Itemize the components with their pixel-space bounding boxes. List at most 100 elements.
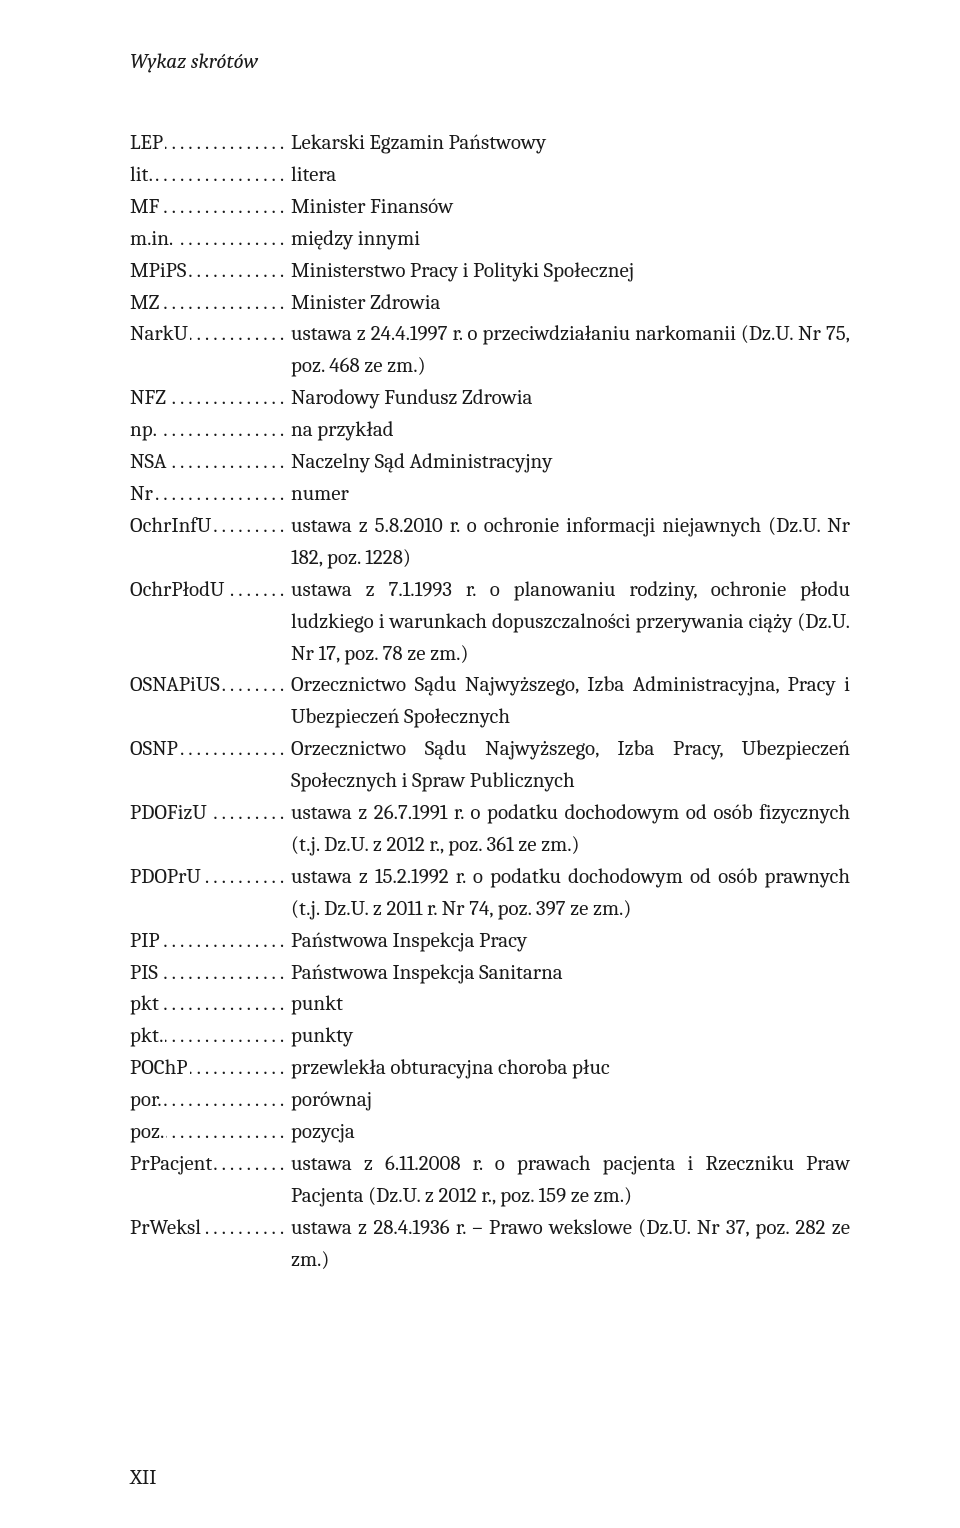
abbr-definition: ustawa z 24.4.1997 r. o przeciwdziałaniu… [285, 319, 850, 383]
abbr-entry: PrWekslustawa z 28.4.1936 r. – Prawo wek… [130, 1213, 850, 1277]
abbr-definition: Państwowa Inspekcja Sanitarna [285, 958, 850, 990]
abbr-definition: ustawa z 28.4.1936 r. – Prawo wekslowe (… [285, 1213, 850, 1277]
abbr-term: poz. [130, 1117, 285, 1149]
abbr-term-text: PIS [130, 961, 160, 985]
abbr-term-text: pkt. [130, 1024, 165, 1048]
abbr-definition: Orzecznictwo Sądu Najwyższego, Izba Prac… [285, 734, 850, 798]
abbr-entry: PDOPrU ustawa z 15.2.1992 r. o podatku do… [130, 862, 850, 926]
abbr-definition: Orzecznictwo Sądu Najwyższego, Izba Admi… [285, 670, 850, 734]
abbr-term-text: NFZ [130, 386, 168, 410]
abbr-term: MZ [130, 288, 285, 320]
abbr-term-text: MZ [130, 291, 161, 315]
abbr-term: LEP [130, 128, 285, 160]
page-header: Wykaz skrótów [130, 50, 850, 74]
abbr-definition: Minister Zdrowia [285, 288, 850, 320]
abbr-entry: OchrInfU ustawa z 5.8.2010 r. o ochronie … [130, 511, 850, 575]
abbr-term-text: NSA [130, 450, 168, 474]
abbr-definition: ustawa z 6.11.2008 r. o prawach pacjenta… [285, 1149, 850, 1213]
abbr-entry: PIPPaństwowa Inspekcja Pracy [130, 926, 850, 958]
abbr-term: PDOFizU [130, 798, 285, 830]
abbr-term: NSA [130, 447, 285, 479]
abbr-entry: OchrPłodU ustawa z 7.1.1993 r. o planowan… [130, 575, 850, 671]
abbr-entry: MF Minister Finansów [130, 192, 850, 224]
abbr-term: np. [130, 415, 285, 447]
abbr-term: PIS [130, 958, 285, 990]
abbr-entry: OSNPOrzecznictwo Sądu Najwyższego, Izba … [130, 734, 850, 798]
abbr-entry: MZ Minister Zdrowia [130, 288, 850, 320]
abbr-term-text: lit. [130, 163, 155, 187]
abbr-term: m.in. [130, 224, 285, 256]
abbr-entry: LEPLekarski Egzamin Państwowy [130, 128, 850, 160]
abbr-term: NFZ [130, 383, 285, 415]
abbr-term-text: POChP [130, 1056, 190, 1080]
abbr-definition: Ministerstwo Pracy i Polityki Społecznej [285, 256, 850, 288]
abbr-term-text: PDOPrU [130, 865, 203, 889]
abbr-definition: ustawa z 15.2.1992 r. o podatku dochodow… [285, 862, 850, 926]
abbr-entry: POChP przewlekła obturacyjna choroba płuc [130, 1053, 850, 1085]
abbr-term: Nr [130, 479, 285, 511]
abbr-entry: NSA Naczelny Sąd Administracyjny [130, 447, 850, 479]
abbr-definition: Minister Finansów [285, 192, 850, 224]
abbr-definition: porównaj [285, 1085, 850, 1117]
abbr-term: MPiPS [130, 256, 285, 288]
abbr-definition: Narodowy Fundusz Zdrowia [285, 383, 850, 415]
abbr-term: pkt [130, 989, 285, 1021]
abbr-definition: na przykład [285, 415, 850, 447]
abbr-definition: Naczelny Sąd Administracyjny [285, 447, 850, 479]
abbr-definition: między innymi [285, 224, 850, 256]
page-number: XII [130, 1466, 156, 1490]
abbr-term: MF [130, 192, 285, 224]
abbr-term-text: PrPacjent [130, 1152, 214, 1176]
abbr-term-text: OSNAPiUS [130, 673, 222, 697]
abbr-definition: ustawa z 7.1.1993 r. o planowaniu rodzin… [285, 575, 850, 671]
abbr-entry: pkt punkt [130, 989, 850, 1021]
abbr-entry: PIS Państwowa Inspekcja Sanitarna [130, 958, 850, 990]
abbr-definition: ustawa z 5.8.2010 r. o ochronie informac… [285, 511, 850, 575]
abbr-entry: OSNAPiUS Orzecznictwo Sądu Najwyższego, I… [130, 670, 850, 734]
abbr-term-text: NarkU [130, 322, 190, 346]
abbr-term: PrPacjent [130, 1149, 285, 1181]
abbr-term: PIP [130, 926, 285, 958]
abbr-term: PDOPrU [130, 862, 285, 894]
abbr-term: OSNAPiUS [130, 670, 285, 702]
abbr-entry: pkt. punkty [130, 1021, 850, 1053]
abbr-term-text: LEP [130, 131, 165, 155]
abbr-definition: numer [285, 479, 850, 511]
abbr-term: pkt. [130, 1021, 285, 1053]
abbr-term: lit. [130, 160, 285, 192]
abbr-term: OSNP [130, 734, 285, 766]
abbr-definition: punkty [285, 1021, 850, 1053]
abbr-term-text: pkt [130, 992, 161, 1016]
abbr-definition: przewlekła obturacyjna choroba płuc [285, 1053, 850, 1085]
abbr-definition: pozycja [285, 1117, 850, 1149]
abbr-entry: m.in. między innymi [130, 224, 850, 256]
abbr-term-text: OchrPłodU [130, 578, 226, 602]
abbr-term-text: por. [130, 1088, 164, 1112]
abbr-term: POChP [130, 1053, 285, 1085]
abbr-term: PrWeksl [130, 1213, 285, 1245]
abbr-definition: litera [285, 160, 850, 192]
abbr-entry: poz. pozycja [130, 1117, 850, 1149]
abbr-entry: NFZ Narodowy Fundusz Zdrowia [130, 383, 850, 415]
abbr-term-text: OchrInfU [130, 514, 213, 538]
abbr-entry: PDOFizU ustawa z 26.7.1991 r. o podatku d… [130, 798, 850, 862]
abbr-term: NarkU [130, 319, 285, 351]
abbr-term-text: MF [130, 195, 161, 219]
abbreviation-list: LEPLekarski Egzamin Państwowylit.literaM… [130, 128, 850, 1277]
abbr-term-text: Nr [130, 482, 155, 506]
abbr-entry: PrPacjent ustawa z 6.11.2008 r. o prawach… [130, 1149, 850, 1213]
abbr-definition: Państwowa Inspekcja Pracy [285, 926, 850, 958]
abbr-definition: ustawa z 26.7.1991 r. o podatku dochodow… [285, 798, 850, 862]
abbr-term-text: MPiPS [130, 259, 188, 283]
document-page: Wykaz skrótów LEPLekarski Egzamin Państw… [0, 0, 960, 1528]
abbr-term: OchrPłodU [130, 575, 285, 607]
abbr-entry: NarkU ustawa z 24.4.1997 r. o przeciwdzia… [130, 319, 850, 383]
abbr-definition: punkt [285, 989, 850, 1021]
abbr-entry: MPiPS Ministerstwo Pracy i Polityki Społe… [130, 256, 850, 288]
abbr-entry: np.na przykład [130, 415, 850, 447]
abbr-term-text: m.in. [130, 227, 175, 251]
abbr-entry: Nr numer [130, 479, 850, 511]
abbr-term-text: poz. [130, 1120, 166, 1144]
abbr-entry: por. porównaj [130, 1085, 850, 1117]
abbr-term-text: PDOFizU [130, 801, 209, 825]
